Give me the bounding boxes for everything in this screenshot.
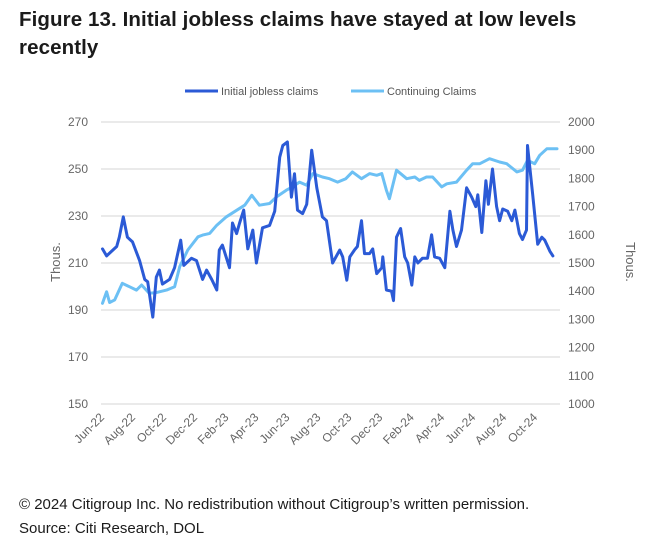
x-tick-label: Aug-24 <box>472 410 509 447</box>
right-tick-label: 1800 <box>568 171 595 185</box>
legend-label-initial-claims: Initial jobless claims <box>221 86 319 98</box>
right-tick-label: 1200 <box>568 341 595 355</box>
x-tick-label: Oct-24 <box>505 410 541 446</box>
chart-title: Figure 13. Initial jobless claims have s… <box>19 8 577 59</box>
x-tick-label: Apr-23 <box>226 410 262 446</box>
right-tick-label: 1900 <box>568 143 595 157</box>
left-tick-label: 150 <box>68 397 88 411</box>
copyright-note: © 2024 Citigroup Inc. No redistribution … <box>19 496 530 513</box>
right-tick-label: 1400 <box>568 284 595 298</box>
right-tick-label: 1600 <box>568 228 595 242</box>
x-tick-label: Oct-23 <box>319 410 355 446</box>
left-tick-label: 250 <box>68 162 88 176</box>
right-tick-label: 1700 <box>568 200 595 214</box>
x-tick-label: Dec-23 <box>348 410 385 447</box>
x-tick-label: Oct-22 <box>134 410 170 446</box>
left-tick-label: 230 <box>68 209 88 223</box>
legend-label-continuing-claims: Continuing Claims <box>387 86 477 98</box>
x-tick-label: Apr-24 <box>412 410 448 446</box>
x-tick-label: Dec-22 <box>163 410 200 447</box>
x-tick-label: Feb-24 <box>380 410 417 447</box>
left-tick-label: 170 <box>68 350 88 364</box>
right-tick-label: 1000 <box>568 397 595 411</box>
left-tick-label: 190 <box>68 303 88 317</box>
right-tick-label: 1500 <box>568 256 595 270</box>
right-tick-label: 1100 <box>568 369 594 383</box>
left-axis-label: Thous. <box>48 242 63 282</box>
x-tick-label: Aug-22 <box>101 410 138 447</box>
legend: Initial jobless claims Continuing Claims <box>185 86 477 98</box>
x-tick-label: Jun-23 <box>257 410 293 446</box>
x-tick-label: Feb-23 <box>195 410 232 447</box>
right-tick-label: 2000 <box>568 115 595 129</box>
right-axis-label: Thous. <box>623 242 638 282</box>
right-tick-label: 1300 <box>568 312 595 326</box>
x-tick-label: Jun-22 <box>71 410 107 446</box>
x-tick-label: Jun-24 <box>442 410 478 446</box>
left-tick-label: 270 <box>68 115 88 129</box>
source-note: Source: Citi Research, DOL <box>19 520 205 537</box>
left-tick-label: 210 <box>68 256 88 270</box>
x-tick-label: Aug-23 <box>286 410 323 447</box>
